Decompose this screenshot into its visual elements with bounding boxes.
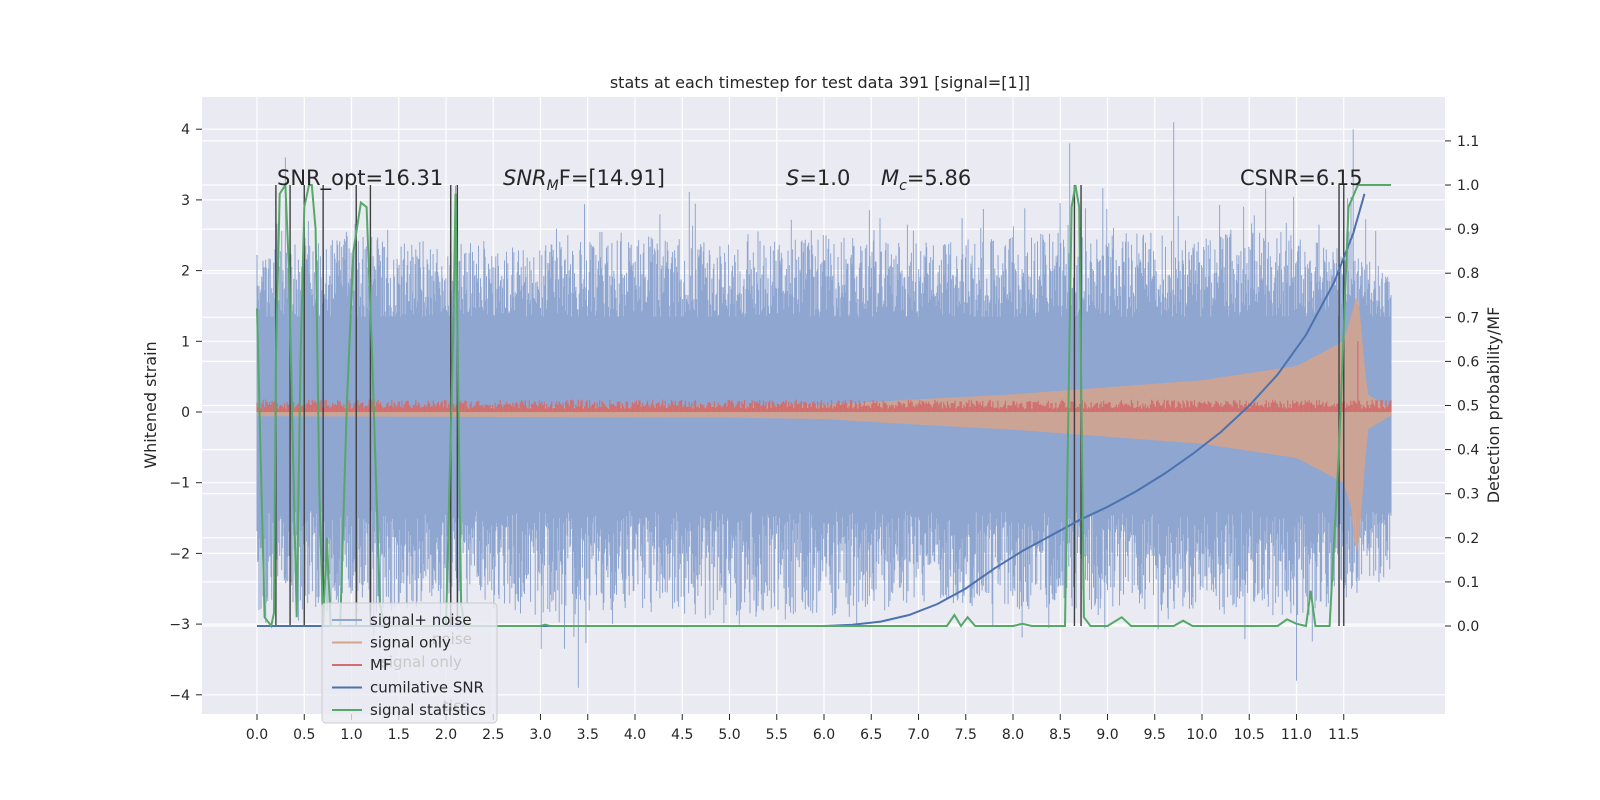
annotation-mc-rest: =5.86 xyxy=(907,166,971,190)
y2-tick-label: 1.0 xyxy=(1457,178,1479,194)
y2-tick-label: 0.2 xyxy=(1457,531,1479,547)
legend: noise signal only tics signal+ noise sign… xyxy=(321,602,498,724)
annotation-mc-main: M xyxy=(881,166,899,190)
annotation-s: S=1.0 xyxy=(786,166,850,190)
x-tick-labels: 0.0 0.5 1.0 1.5 2.0 2.5 3.0 3.5 4.0 4.5 5.0 5.5 6.0 6… xyxy=(246,714,1359,743)
y-tick-label: −2 xyxy=(169,546,190,562)
annotation-snr-mf-rest: F=[14.91] xyxy=(559,166,665,190)
x-tick-label: 2.0 xyxy=(435,727,457,743)
y2-tick-label: 0.3 xyxy=(1457,487,1479,503)
y-axis-label: Whitened strain xyxy=(141,341,160,468)
cumulative-snr-series-layer xyxy=(257,193,1366,627)
legend-entry-label: MF xyxy=(370,656,392,674)
x-tick-label: 11.5 xyxy=(1328,727,1359,743)
y2-tick-label: 0.1 xyxy=(1457,575,1479,591)
annotation-snr-mf: SNRMF=[14.91] xyxy=(503,166,665,194)
x-tick-label: 7.0 xyxy=(907,727,929,743)
mf-series-layer xyxy=(256,341,1392,412)
annotation-s-rest: =1.0 xyxy=(799,166,850,190)
signal-only-series-layer xyxy=(257,295,1391,553)
detection-vlines-layer xyxy=(275,185,1345,626)
x-tick-label: 0.5 xyxy=(293,727,315,743)
cumulative-snr-line xyxy=(257,193,1366,627)
y2-tick-label: 0.0 xyxy=(1457,619,1479,635)
x-tick-label: 4.5 xyxy=(671,727,693,743)
y-tick-label: 2 xyxy=(181,264,190,280)
legend-entry-label: signal statistics xyxy=(370,701,486,719)
y2-axis-label: Detection probability/MF xyxy=(1484,307,1503,504)
annotation-csnr: CSNR=6.15 xyxy=(1240,166,1363,190)
y2-tick-labels: 1.1 1.0 0.9 0.8 0.7 0.6 0.5 0.4 0.3 0.2 0.1 0.0 xyxy=(1445,134,1479,635)
y-tick-label: 3 xyxy=(181,193,190,209)
mf-line xyxy=(256,341,1392,412)
x-tick-label: 3.5 xyxy=(577,727,599,743)
legend-box xyxy=(321,602,498,724)
legend-entry-label: cumilative SNR xyxy=(370,679,484,697)
x-tick-label: 0.0 xyxy=(246,727,268,743)
annotation-mc: Mc=5.86 xyxy=(881,166,971,194)
x-tick-label: 4.0 xyxy=(624,727,646,743)
chart-title: stats at each timestep for test data 391… xyxy=(610,73,1030,92)
x-tick-label: 6.0 xyxy=(813,727,835,743)
annotation-snr-mf-sub: M xyxy=(547,178,559,194)
signal-only-fill xyxy=(257,295,1391,553)
y-tick-label: 1 xyxy=(181,334,190,350)
x-tick-label: 11.0 xyxy=(1281,727,1312,743)
y-tick-label: −4 xyxy=(169,688,190,704)
x-tick-label: 10.5 xyxy=(1234,727,1265,743)
x-tick-label: 8.5 xyxy=(1049,727,1071,743)
y2-tick-label: 0.6 xyxy=(1457,354,1479,370)
legend-ghost-text-2: signal only xyxy=(381,653,462,671)
y2-tick-label: 1.1 xyxy=(1457,134,1479,150)
x-tick-label: 7.5 xyxy=(955,727,977,743)
x-tick-label: 2.5 xyxy=(482,727,504,743)
annotation-s-main: S xyxy=(786,166,799,190)
y-tick-label: −1 xyxy=(169,476,190,492)
y-tick-labels: 4 3 2 1 0 −1 −2 −3 −4 xyxy=(169,122,202,704)
legend-ghost-text-1: noise xyxy=(432,630,472,648)
annotation-mc-sub: c xyxy=(899,178,907,194)
x-tick-label: 8.0 xyxy=(1002,727,1024,743)
x-tick-label: 6.5 xyxy=(860,727,882,743)
legend-entry-label: signal only xyxy=(370,634,451,652)
y-tick-label: 0 xyxy=(181,405,190,421)
annotation-snr-mf-main: SNR xyxy=(503,166,547,190)
y2-tick-label: 0.4 xyxy=(1457,443,1479,459)
x-tick-label: 9.0 xyxy=(1096,727,1118,743)
y2-tick-label: 0.7 xyxy=(1457,310,1479,326)
x-tick-label: 10.0 xyxy=(1186,727,1217,743)
y-tick-label: −3 xyxy=(169,617,190,633)
x-tick-label: 1.0 xyxy=(340,727,362,743)
x-tick-label: 9.5 xyxy=(1144,727,1166,743)
y2-tick-label: 0.5 xyxy=(1457,399,1479,415)
y2-tick-label: 0.9 xyxy=(1457,222,1479,238)
y2-tick-label: 0.8 xyxy=(1457,266,1479,282)
x-tick-label: 1.5 xyxy=(388,727,410,743)
annotation-snr-opt: SNR_opt=16.31 xyxy=(277,166,443,191)
x-tick-label: 5.0 xyxy=(718,727,740,743)
x-tick-label: 5.5 xyxy=(766,727,788,743)
y-tick-label: 4 xyxy=(181,122,190,138)
legend-entry-label: signal+ noise xyxy=(370,611,472,629)
legend-ghost-text-3: tics xyxy=(443,697,469,715)
x-tick-label: 3.0 xyxy=(529,727,551,743)
